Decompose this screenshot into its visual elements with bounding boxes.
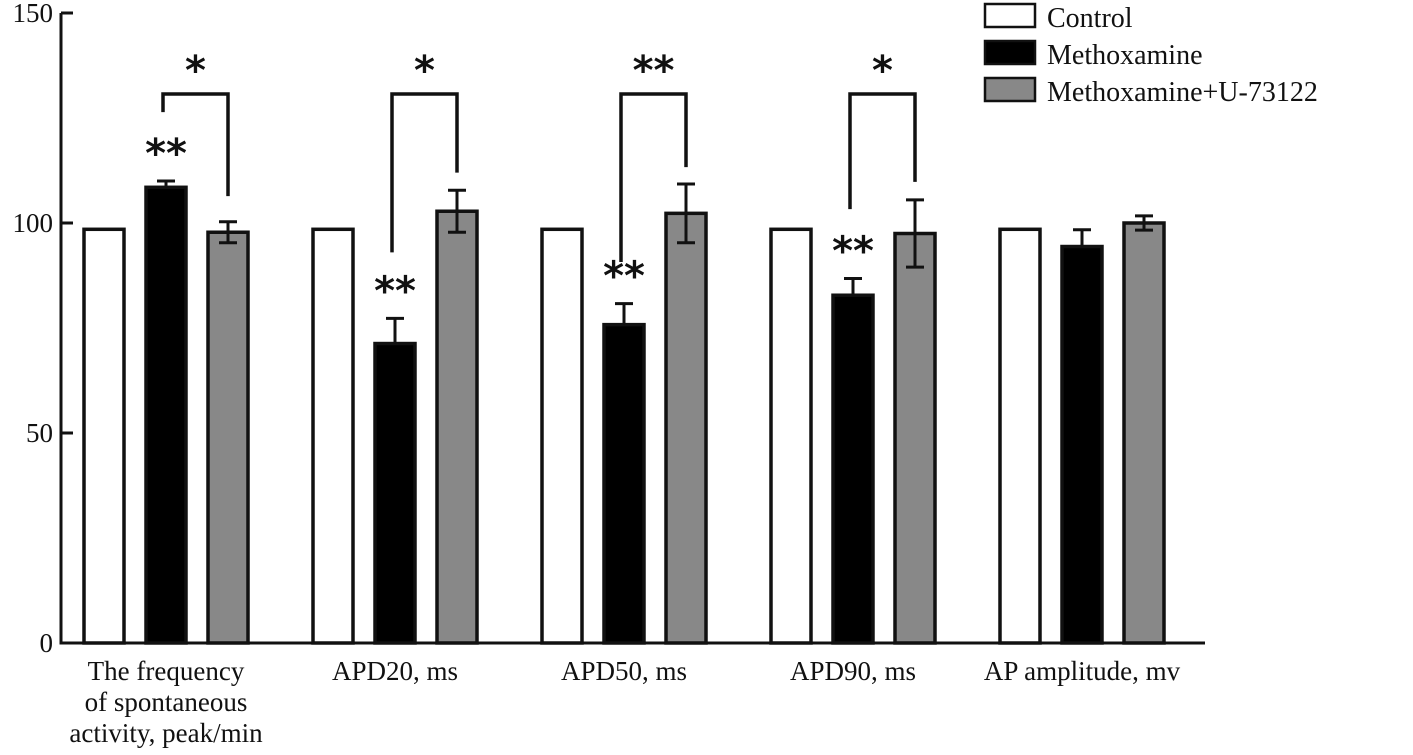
significance-bracket	[390, 92, 459, 253]
bar-methoxamine	[1060, 244, 1104, 645]
category-label: APD20, ms	[332, 656, 458, 686]
category-label: of spontaneous	[85, 687, 248, 717]
significance-marker: **	[832, 228, 874, 274]
legend-swatch	[983, 39, 1037, 66]
bracket-significance-marker: *	[872, 48, 893, 94]
category-label: activity, peak/min	[69, 718, 263, 748]
category-label: APD90, ms	[790, 656, 916, 686]
legend-label: Control	[1047, 3, 1133, 34]
bracket-significance-marker: *	[185, 48, 206, 94]
bar-methoxamine	[602, 322, 646, 645]
bar-control	[998, 227, 1042, 645]
significance-marker: **	[603, 254, 645, 300]
bar-methoxamine	[831, 293, 875, 645]
legend-swatch	[983, 2, 1037, 29]
bar-methoxamine	[144, 185, 188, 645]
bar-methoxamine-u-73122	[206, 230, 250, 645]
significance-marker: **	[374, 268, 416, 314]
bar-control	[540, 227, 584, 645]
bar-methoxamine-u-73122	[435, 209, 479, 645]
bracket-significance-marker: **	[633, 48, 675, 94]
y-tick-label: 150	[13, 0, 54, 28]
bar-control	[311, 227, 355, 645]
significance-bracket	[619, 92, 688, 263]
bar-control	[769, 227, 813, 645]
bracket-significance-marker: *	[414, 48, 435, 94]
category-label: APD50, ms	[561, 656, 687, 686]
y-tick-label: 100	[13, 208, 54, 238]
bar-methoxamine-u-73122	[664, 211, 708, 645]
category-label: The frequency	[88, 656, 245, 686]
bar-control	[82, 227, 126, 645]
category-label: AP amplitude, mv	[984, 656, 1181, 686]
legend-label: Methoxamine+U-73122	[1047, 77, 1318, 108]
y-tick-label: 0	[40, 628, 54, 658]
bar-methoxamine-u-73122	[893, 231, 937, 645]
significance-bracket	[848, 92, 917, 210]
legend-label: Methoxamine	[1047, 40, 1203, 71]
significance-marker: **	[145, 131, 187, 177]
significance-bracket	[161, 92, 230, 197]
legend-swatch	[983, 76, 1037, 103]
bar-methoxamine-u-73122	[1122, 221, 1166, 645]
y-tick-label: 50	[26, 418, 53, 448]
bar-methoxamine	[373, 341, 417, 645]
